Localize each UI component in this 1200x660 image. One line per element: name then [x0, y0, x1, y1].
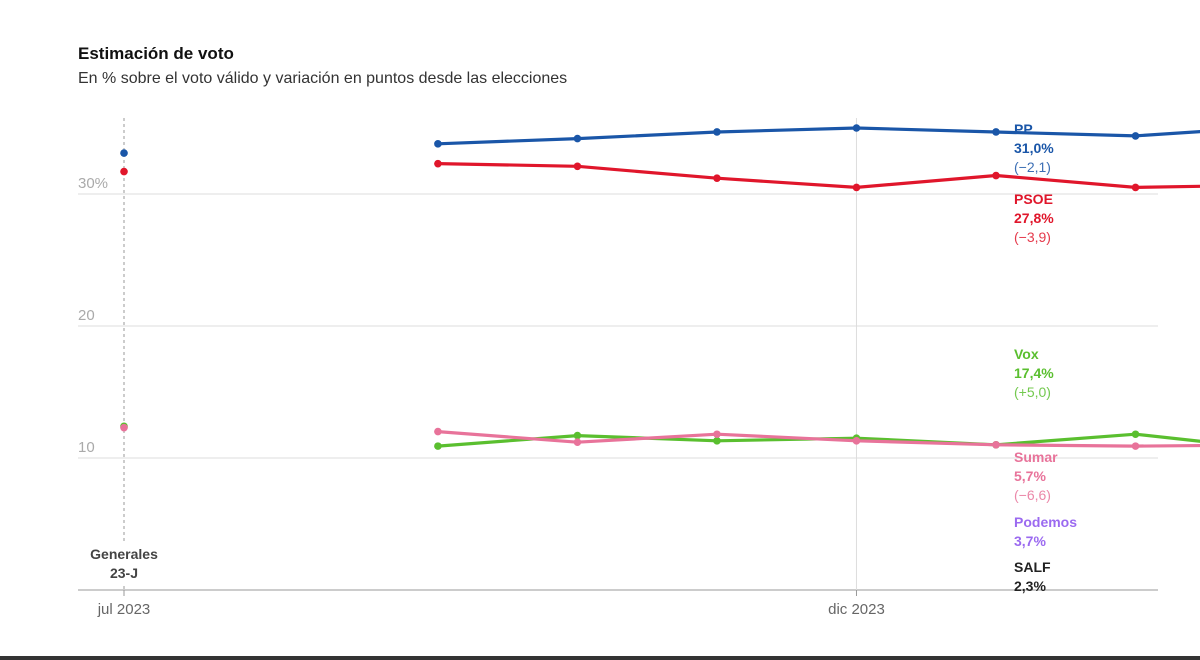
data-point-vox-2 [713, 437, 721, 445]
series-label-name-salf: SALF [1014, 559, 1051, 575]
x-tick-label-0: jul 2023 [97, 601, 151, 618]
election-point-sumar [120, 423, 128, 432]
election-point-pp [120, 149, 128, 157]
series-label-value-sumar: 5,7% [1014, 468, 1046, 484]
data-point-psoe-0 [434, 159, 442, 168]
series-label-value-psoe: 27,8% [1014, 210, 1054, 226]
election-label-line1: Generales [90, 546, 158, 562]
data-point-vox-0 [434, 442, 442, 450]
data-point-pp-5 [1131, 132, 1140, 140]
series-line-sumar [436, 430, 1200, 448]
data-point-psoe-2 [713, 174, 721, 182]
series-line-pp [436, 126, 1200, 146]
data-point-vox-5 [1131, 430, 1140, 439]
series-label-name-podemos: Podemos [1014, 514, 1077, 530]
data-point-sumar-1 [573, 438, 582, 446]
election-point-psoe [120, 167, 128, 176]
bottom-rule [0, 656, 1200, 660]
chart-title: Estimación de voto [78, 44, 234, 63]
series-label-name-pp: PP [1014, 121, 1033, 137]
data-point-psoe-5 [1131, 183, 1140, 192]
data-point-sumar-4 [992, 441, 1000, 449]
data-point-pp-1 [573, 134, 582, 143]
data-point-sumar-2 [713, 430, 721, 439]
y-tick-label-10: 10 [78, 439, 95, 456]
series-label-name-sumar: Sumar [1014, 449, 1058, 465]
x-tick-label-1: dic 2023 [828, 601, 885, 618]
data-point-pp-4 [992, 128, 1000, 136]
series-label-value-podemos: 3,7% [1014, 533, 1046, 549]
series-label-value-pp: 31,0% [1014, 140, 1054, 156]
series-label-name-vox: Vox [1014, 346, 1039, 362]
series-line-vox [436, 432, 1200, 448]
data-point-psoe-4 [992, 171, 1000, 180]
election-label-background [80, 541, 168, 583]
series-label-change-vox: (+5,0) [1014, 384, 1051, 400]
y-tick-label-30: 30% [78, 175, 108, 192]
series-label-change-psoe: (−3,9) [1014, 229, 1051, 245]
series-label-value-vox: 17,4% [1014, 365, 1054, 381]
data-point-psoe-3 [852, 183, 861, 192]
chart-subtitle: En % sobre el voto válido y variación en… [78, 70, 568, 87]
series-label-name-psoe: PSOE [1014, 191, 1053, 207]
series-label-change-sumar: (−6,6) [1014, 487, 1051, 503]
election-label-line2: 23-J [110, 565, 138, 581]
series-label-change-pp: (−2,1) [1014, 159, 1051, 175]
data-point-pp-2 [713, 128, 721, 136]
data-point-sumar-0 [434, 427, 442, 436]
data-point-vox-1 [573, 431, 582, 440]
data-point-psoe-1 [573, 162, 582, 171]
data-point-pp-0 [434, 140, 442, 148]
series-label-value-salf: 2,3% [1014, 578, 1046, 594]
data-point-sumar-5 [1131, 442, 1140, 450]
y-tick-label-20: 20 [78, 307, 95, 324]
data-point-pp-3 [852, 124, 861, 132]
series-line-psoe [436, 162, 1200, 189]
data-point-sumar-3 [852, 437, 861, 445]
